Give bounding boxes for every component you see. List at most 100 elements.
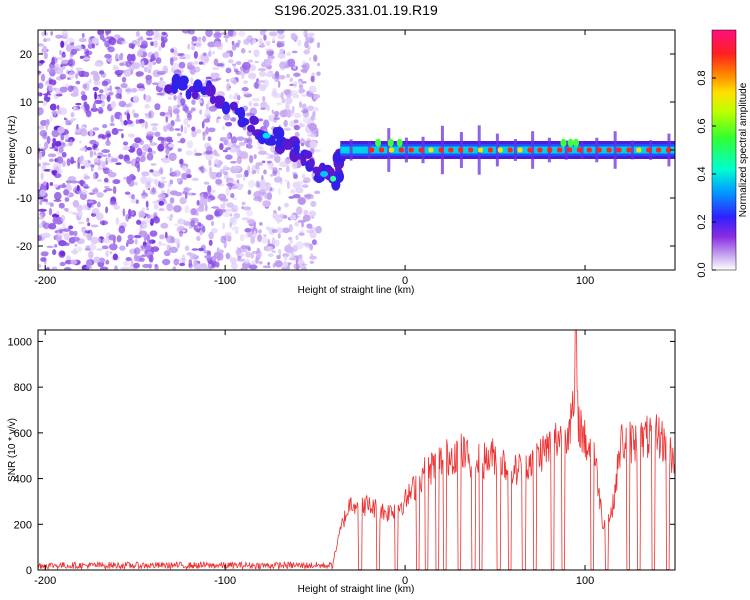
noise-speck <box>59 86 68 93</box>
noise-speck <box>308 57 312 61</box>
noise-speck <box>121 40 128 45</box>
noise-speck <box>90 236 99 245</box>
noise-speck <box>227 30 234 37</box>
trace-hotspot <box>330 175 337 182</box>
noise-speck <box>266 50 269 56</box>
noise-speck <box>76 184 80 192</box>
noise-speck <box>90 164 95 168</box>
noise-speck <box>274 110 280 117</box>
noise-speck <box>249 64 256 72</box>
noise-speck <box>263 169 267 175</box>
noise-speck <box>160 41 166 48</box>
noise-speck <box>78 156 84 165</box>
noise-speck <box>168 143 175 148</box>
noise-speck <box>93 187 99 195</box>
noise-speck <box>220 235 226 244</box>
noise-speck <box>135 199 139 204</box>
noise-speck <box>230 262 238 270</box>
noise-speck <box>152 264 155 267</box>
tone-core <box>557 147 563 153</box>
noise-speck <box>122 208 126 217</box>
noise-speck <box>283 255 288 261</box>
noise-speck <box>169 218 172 221</box>
spectrogram-xtick-label: 0 <box>402 275 408 287</box>
noise-speck <box>242 91 251 95</box>
noise-speck <box>65 118 69 126</box>
noise-speck <box>266 70 274 78</box>
noise-speck <box>85 259 93 268</box>
noise-speck <box>229 160 237 164</box>
noise-speck <box>158 208 165 211</box>
noise-speck <box>263 34 267 41</box>
noise-speck <box>274 260 283 268</box>
noise-speck <box>101 101 106 108</box>
noise-speck <box>122 146 131 151</box>
noise-speck <box>253 230 257 239</box>
noise-speck <box>264 48 274 52</box>
noise-speck <box>112 186 117 195</box>
noise-speck <box>183 118 189 126</box>
noise-speck <box>102 123 108 129</box>
noise-speck <box>66 158 71 166</box>
noise-speck <box>261 160 266 164</box>
noise-speck <box>173 108 180 115</box>
tone-core <box>517 147 523 153</box>
noise-speck <box>40 31 49 37</box>
noise-speck <box>276 226 284 234</box>
noise-speck <box>84 230 91 234</box>
noise-speck <box>65 37 75 44</box>
noise-speck <box>81 94 88 101</box>
noise-speck <box>179 56 186 60</box>
noise-speck <box>105 140 111 146</box>
noise-speck <box>77 70 81 77</box>
noise-speck <box>172 266 177 270</box>
spectrogram-xtick-label: -100 <box>214 275 236 287</box>
noise-speck <box>49 182 54 186</box>
noise-speck <box>298 84 304 89</box>
noise-speck <box>212 50 215 55</box>
noise-speck <box>194 152 203 156</box>
noise-speck <box>126 109 130 114</box>
noise-speck <box>79 147 87 152</box>
tone-core <box>547 147 553 153</box>
noise-speck <box>195 211 199 216</box>
noise-speck <box>130 258 134 267</box>
noise-speck <box>293 72 301 77</box>
noise-speck <box>48 223 57 230</box>
noise-speck <box>202 191 212 200</box>
noise-speck <box>38 143 42 147</box>
noise-speck <box>131 143 140 149</box>
noise-speck <box>305 33 308 42</box>
tone-core <box>527 147 533 153</box>
noise-speck <box>54 244 58 248</box>
noise-speck <box>196 199 200 206</box>
noise-speck <box>106 96 110 101</box>
noise-speck <box>144 121 148 129</box>
noise-speck <box>242 206 252 211</box>
noise-speck <box>219 249 224 254</box>
noise-speck <box>240 48 246 54</box>
noise-speck <box>141 254 147 258</box>
noise-speck <box>51 129 60 138</box>
noise-speck <box>244 169 249 178</box>
noise-speck <box>88 160 91 164</box>
tone-core <box>666 147 672 153</box>
noise-speck <box>144 113 149 116</box>
noise-speck <box>283 127 292 132</box>
noise-speck <box>304 40 309 49</box>
noise-speck <box>49 203 54 207</box>
snr-ytick-label: 0 <box>26 565 32 577</box>
noise-speck <box>142 263 151 269</box>
noise-speck <box>308 210 317 217</box>
noise-speck <box>85 266 93 270</box>
noise-speck <box>93 157 101 164</box>
noise-speck <box>274 239 280 247</box>
noise-speck <box>191 126 196 132</box>
noise-speck <box>161 190 165 194</box>
noise-speck <box>193 262 201 270</box>
noise-speck <box>248 264 258 270</box>
noise-speck <box>153 212 158 217</box>
noise-speck <box>258 150 267 155</box>
noise-speck <box>191 40 194 46</box>
